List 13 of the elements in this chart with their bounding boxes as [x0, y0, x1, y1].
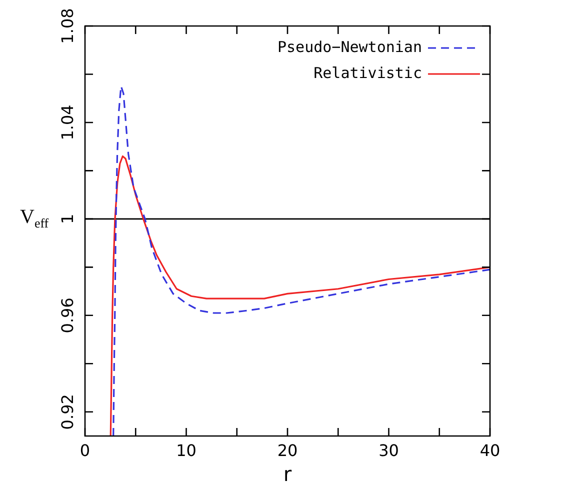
- x-tick-label: 10: [176, 441, 196, 460]
- y-tick-label: 1.04: [58, 104, 78, 140]
- x-axis-title: r: [283, 462, 292, 486]
- y-tick-label: 1: [58, 214, 78, 224]
- legend-label: Relativistic: [314, 64, 422, 82]
- x-tick-label: 40: [480, 441, 500, 460]
- legend-label: Pseudo−Newtonian: [278, 38, 422, 56]
- y-tick-label: 0.92: [58, 394, 78, 430]
- x-tick-label: 0: [80, 441, 90, 460]
- x-tick-label: 30: [378, 441, 399, 460]
- y-tick-label: 1.08: [58, 8, 78, 44]
- x-tick-label: 20: [277, 441, 298, 460]
- y-tick-label: 0.96: [58, 298, 78, 334]
